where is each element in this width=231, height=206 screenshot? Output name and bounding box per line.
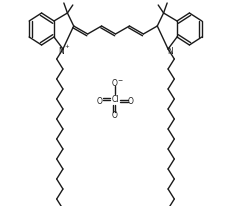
Text: O: O <box>112 111 118 120</box>
Text: N: N <box>58 46 64 55</box>
Text: −: − <box>117 77 122 82</box>
Text: O: O <box>97 97 103 106</box>
Text: +: + <box>64 43 69 48</box>
Text: O: O <box>112 79 118 88</box>
Text: O: O <box>127 97 133 106</box>
Text: N: N <box>167 46 173 55</box>
Text: Cl: Cl <box>111 95 119 104</box>
